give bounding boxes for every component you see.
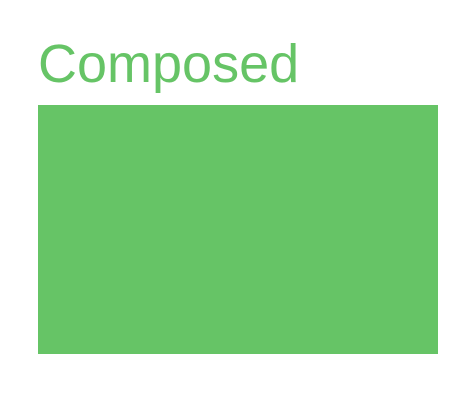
green-panel: [38, 105, 438, 354]
title-label: Composed: [38, 34, 300, 94]
